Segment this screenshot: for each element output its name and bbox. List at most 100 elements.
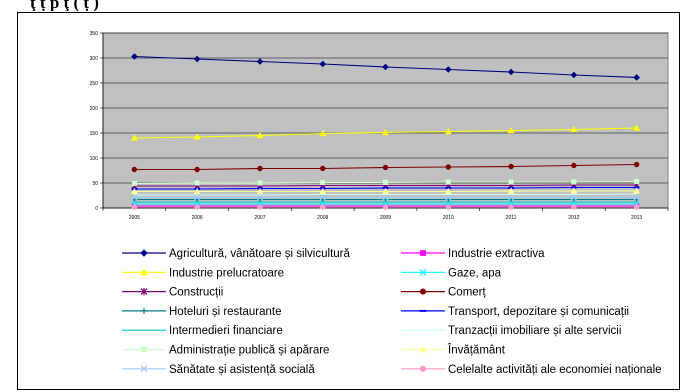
data-point <box>508 163 514 170</box>
data-point <box>319 60 327 68</box>
data-point <box>131 53 138 60</box>
series-line <box>134 193 637 196</box>
data-point <box>445 204 451 210</box>
x-tick-label: 2012 <box>568 215 579 221</box>
data-point <box>508 204 514 210</box>
y-tick-label: 300 <box>90 56 99 62</box>
data-point <box>131 194 138 201</box>
data-point <box>320 179 326 186</box>
legend-item: Învățământ <box>401 344 506 357</box>
data-point <box>507 187 515 194</box>
data-point <box>444 187 452 195</box>
data-point <box>382 194 389 201</box>
legend-marker <box>140 365 148 373</box>
legend-item: Construcții <box>122 287 223 299</box>
data-point <box>382 204 389 210</box>
data-point <box>571 179 577 185</box>
data-point <box>633 124 641 131</box>
page-title: ţ ț p ţ ( ț ) <box>30 0 99 11</box>
legend-label: Tranzacții imobiliare și alte servicii <box>448 325 621 337</box>
legend-item: Tranzacții imobiliare și alte servicii <box>401 325 621 337</box>
legend-marker <box>141 307 147 314</box>
data-point <box>256 194 263 201</box>
legend-item: Administrație publică și apărare <box>122 345 329 357</box>
data-point <box>633 204 640 210</box>
legend-label: Sănătate și asistență socială <box>169 364 315 376</box>
legend-item: Comerț <box>401 287 487 299</box>
data-point <box>507 126 515 134</box>
data-point <box>194 166 200 173</box>
data-point <box>445 164 451 170</box>
data-point <box>570 187 578 194</box>
data-point <box>444 66 452 73</box>
series-12 <box>131 194 640 201</box>
y-tick-label: 200 <box>90 106 99 112</box>
series-0 <box>131 53 640 81</box>
legend-label: Gaze, apa <box>448 267 502 279</box>
x-tick-label: 2010 <box>443 215 454 221</box>
y-tick-label: 350 <box>90 31 99 37</box>
data-point <box>382 63 389 71</box>
data-point <box>633 187 641 194</box>
data-point <box>570 71 578 79</box>
legend-label: Hoteluri și restaurante <box>169 306 282 318</box>
legend-item: Intermedieri financiare <box>122 325 283 337</box>
x-tick-label: 2013 <box>631 215 642 221</box>
data-point <box>382 128 389 136</box>
legend-item: Industrie extractiva <box>401 248 545 260</box>
legend-label: Intermedieri financiare <box>169 325 283 337</box>
legend-marker <box>420 250 426 256</box>
data-point <box>320 204 326 210</box>
data-point <box>194 194 201 201</box>
x-tick-label: 2009 <box>380 215 391 221</box>
data-point <box>193 187 201 195</box>
y-tick-label: 0 <box>95 206 98 212</box>
series-2 <box>130 124 641 141</box>
legend-marker <box>419 288 427 295</box>
data-point <box>382 164 389 171</box>
data-point <box>320 165 326 172</box>
data-point <box>194 204 200 210</box>
legend-label: Comerț <box>448 287 487 299</box>
data-point <box>256 131 264 139</box>
data-point <box>257 204 263 210</box>
legend-marker <box>140 249 148 257</box>
data-point <box>382 187 389 195</box>
data-point <box>130 134 138 141</box>
data-point <box>319 129 327 137</box>
legend-item: Agricultură, vânătoare și silvicultură <box>122 248 350 260</box>
data-point <box>130 187 138 195</box>
data-point <box>256 58 264 65</box>
legend-label: Industrie extractiva <box>448 248 545 260</box>
legend-marker <box>141 346 147 353</box>
legend-label: Administrație publică și apărare <box>169 345 329 357</box>
data-point <box>634 178 640 185</box>
legend-label: Construcții <box>169 287 223 299</box>
y-tick-label: 100 <box>90 156 99 162</box>
x-tick-label: 2011 <box>506 215 517 221</box>
legend-label: Transport, depozitare și comunicații <box>448 306 629 318</box>
data-point <box>445 179 451 185</box>
legend-item: Celelalte activități ale economiei națio… <box>401 364 662 376</box>
legend-label: Învățământ <box>447 344 506 357</box>
data-point <box>445 194 452 201</box>
legend-item: Sănătate și asistență socială <box>122 364 315 376</box>
data-point <box>319 187 327 195</box>
legend-label: Celelalte activități ale economiei națio… <box>448 364 662 376</box>
legend-item: Gaze, apa <box>401 267 502 279</box>
legend-item: Industrie prelucratoare <box>122 267 284 279</box>
data-point <box>571 162 577 169</box>
legend-label: Agricultură, vânătoare și silvicultură <box>169 248 350 260</box>
data-point <box>633 194 640 201</box>
x-tick-label: 2005 <box>129 215 140 221</box>
data-point <box>382 179 389 186</box>
data-point <box>508 194 515 201</box>
y-tick-label: 150 <box>90 131 99 137</box>
y-tick-label: 50 <box>92 181 98 187</box>
data-point <box>256 187 264 195</box>
legend-item: Hoteluri și restaurante <box>122 306 282 318</box>
series-11 <box>130 187 641 195</box>
data-point <box>507 68 515 76</box>
legend-marker <box>419 365 427 372</box>
